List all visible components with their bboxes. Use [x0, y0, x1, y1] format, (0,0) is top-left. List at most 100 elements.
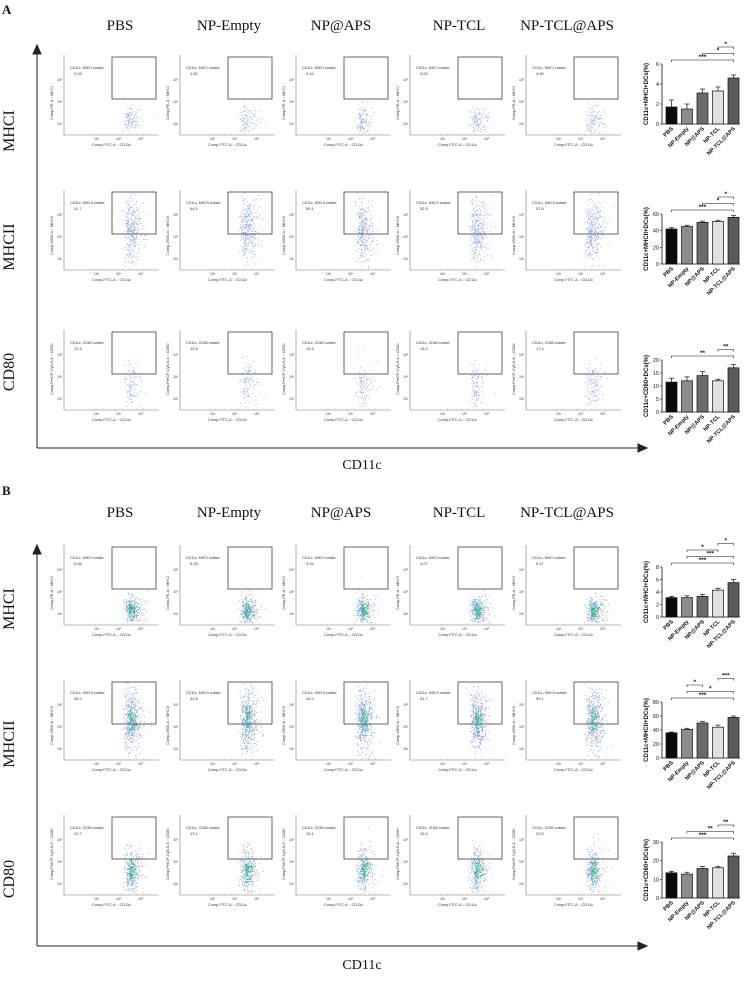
facs-tick-label: 10⁴: [462, 272, 468, 276]
significance-label: ***: [699, 832, 707, 839]
gate-box: [343, 331, 389, 375]
facs-tick-label: 10³: [210, 627, 216, 631]
gate-box: [573, 816, 619, 860]
facs-tick-label: 10⁵: [138, 412, 144, 416]
significance-label: *: [717, 48, 720, 55]
facs-tick-label: 10³: [326, 897, 332, 901]
facs-tick-label: 10⁵: [600, 272, 606, 276]
scatter-points: [238, 588, 266, 624]
gate-name: CD11c, MHCI subset: [70, 556, 103, 560]
facs-tick-label: 10⁵: [57, 213, 63, 217]
facs-tick-label: 10⁴: [462, 897, 468, 901]
gate-name: CD11c, CD80 subset: [532, 341, 566, 345]
scatter-points: [123, 843, 150, 894]
facs-tick-label: 10⁵: [57, 353, 63, 357]
facs-tick-label: 10⁴: [578, 897, 584, 901]
facs-tick-label: 10³: [326, 272, 332, 276]
bar-category-label: NP-TCL@APS: [706, 414, 737, 445]
facs-tick-label: 10⁴: [289, 100, 295, 104]
significance-bracket: [671, 209, 734, 212]
bar: [727, 582, 740, 618]
gate-value: 41.7: [74, 206, 83, 211]
facs-y-label: Comp-V500-A :: MHCII: [396, 216, 400, 255]
facs-y-label: Comp-PerCP-Cy5-5-A :: CD80: [396, 829, 400, 880]
bar-category-label: PBS: [663, 760, 676, 773]
facs-tick-label: 10³: [440, 272, 446, 276]
facs-x-label: Comp-FITC-A :: CD11c: [438, 143, 477, 147]
significance-label: ***: [699, 204, 707, 211]
bar: [712, 589, 724, 618]
gate-box: [343, 816, 389, 860]
facs-tick-label: 10⁵: [138, 897, 144, 901]
facs-x-label: Comp-FITC-A :: CD11c: [324, 768, 363, 772]
facs-tick-label: 10³: [210, 137, 216, 141]
scatter-dense-core: [475, 854, 489, 890]
scatter-dense-core: [361, 600, 371, 622]
gate-value: 42.8: [190, 696, 199, 701]
bar: [727, 367, 740, 413]
bar-y-tick-label: 40: [653, 229, 659, 235]
significance-label: ***: [699, 692, 707, 699]
bar-category-label: PBS: [663, 619, 676, 632]
gate-name: CD11c, CD80 subset: [186, 826, 220, 830]
facs-tick-label: 10³: [289, 747, 295, 751]
gate-name: CD11c, MHCII subset: [186, 201, 220, 205]
facs-y-label: Comp-PerCP-Cy5-5-A :: CD80: [512, 344, 516, 395]
facs-tick-label: 10⁴: [173, 725, 179, 729]
scatter-points: [583, 193, 614, 268]
facs-tick-label: 10⁵: [519, 213, 525, 217]
facs-tick-label: 10⁵: [289, 838, 295, 842]
facs-y-label: Comp-PE-A :: MHCI: [166, 86, 170, 120]
scatter-points: [122, 102, 155, 132]
facs-tick-label: 10³: [210, 762, 216, 766]
gate-box: [457, 56, 503, 100]
facs-tick-label: 10⁴: [519, 100, 525, 104]
facs-tick-label: 10³: [94, 412, 100, 416]
facs-tick-label: 10⁴: [289, 860, 295, 864]
significance-label: **: [723, 819, 729, 826]
facs-tick-label: 10⁵: [289, 78, 295, 82]
bar-y-tick-label: 0: [656, 262, 659, 268]
bar-y-tick-label: 0: [656, 896, 659, 902]
facs-tick-label: 10³: [173, 122, 179, 126]
bar-y-tick-label: 4: [656, 590, 659, 596]
facs-tick-label: 10³: [289, 257, 295, 261]
bar: [665, 381, 678, 413]
significance-bracket: [717, 349, 734, 352]
facs-x-label: Comp-FITC-A :: CD11c: [438, 768, 477, 772]
col-label: NP-TCL@APS: [520, 18, 614, 34]
gate-name: CD11c, CD80 subset: [302, 826, 336, 830]
facs-tick-label: 10⁴: [57, 860, 63, 864]
facs-y-label: Comp-V500-A :: MHCII: [282, 216, 286, 255]
significance-label: *: [724, 538, 727, 545]
facs-tick-label: 10⁴: [289, 725, 295, 729]
facs-tick-label: 10⁵: [370, 627, 376, 631]
facs-tick-label: 10⁵: [173, 838, 179, 842]
bar-chart: 02468CD11c+MHCI+DCs(%)PBSNP-EmptyNP@APSN…: [644, 538, 740, 650]
facs-tick-label: 10⁴: [348, 412, 354, 416]
facs-x-label: Comp-FITC-A :: CD11c: [92, 768, 131, 772]
scatter-points: [238, 355, 266, 408]
facs-tick-label: 10⁵: [370, 412, 376, 416]
significance-bracket: [686, 831, 734, 834]
facs-tick-label: 10³: [326, 762, 332, 766]
arrowhead-icon: [32, 43, 42, 55]
significance-label: *: [709, 686, 712, 693]
facs-tick-label: 10³: [289, 122, 295, 126]
facs-tick-label: 10³: [440, 897, 446, 901]
facs-tick-label: 10⁴: [289, 235, 295, 239]
facs-tick-label: 10⁴: [173, 375, 179, 379]
facs-tick-label: 10⁴: [462, 762, 468, 766]
facs-tick-label: 10⁴: [403, 725, 409, 729]
facs-x-label: Comp-FITC-A :: CD11c: [554, 143, 593, 147]
facs-y-label: Comp-V500-A :: MHCII: [50, 706, 54, 745]
scatter-points: [584, 833, 613, 893]
